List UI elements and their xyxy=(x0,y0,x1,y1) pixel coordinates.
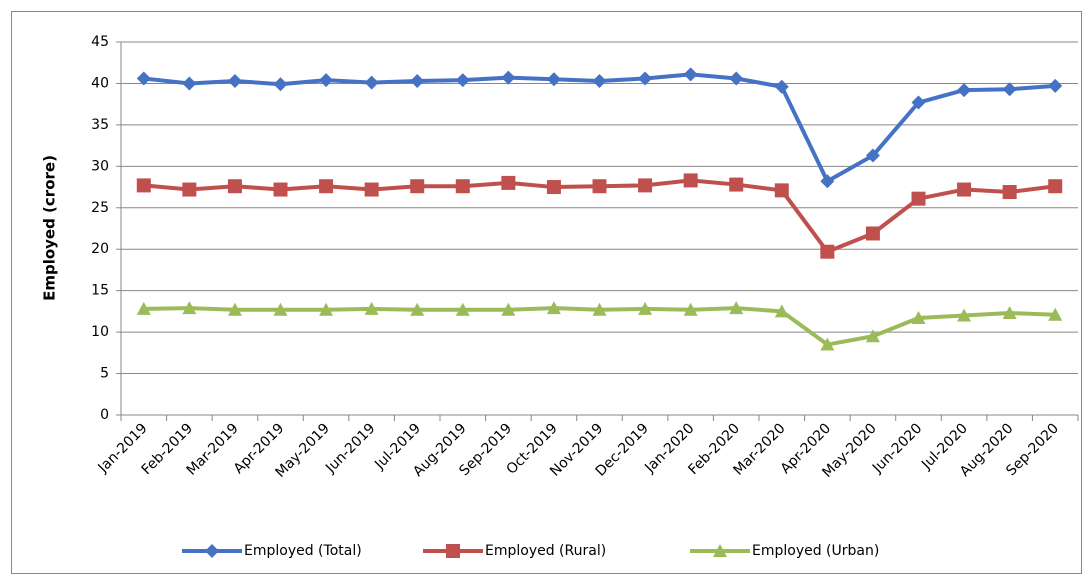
marker xyxy=(273,182,288,197)
marker xyxy=(638,71,653,86)
y-tick-label: 0 xyxy=(100,407,109,423)
marker xyxy=(319,302,334,316)
marker xyxy=(774,183,789,198)
marker xyxy=(865,226,880,241)
marker xyxy=(592,302,607,316)
marker xyxy=(364,75,379,90)
marker xyxy=(455,73,470,88)
marker xyxy=(865,329,880,343)
marker xyxy=(638,178,653,193)
marker xyxy=(865,148,880,163)
marker xyxy=(205,544,219,558)
marker xyxy=(182,76,197,91)
marker xyxy=(273,302,288,316)
marker xyxy=(911,95,926,110)
marker xyxy=(182,301,197,315)
legend-label: Employed (Urban) xyxy=(752,543,879,559)
marker xyxy=(410,302,425,316)
y-axis-title: Employed (crore) xyxy=(41,155,59,301)
marker xyxy=(729,301,744,315)
marker xyxy=(364,301,379,315)
y-tick-label: 45 xyxy=(91,34,109,50)
marker xyxy=(319,179,334,194)
marker xyxy=(638,301,653,315)
marker xyxy=(182,182,197,197)
marker xyxy=(957,83,972,98)
marker xyxy=(683,173,698,188)
marker xyxy=(729,177,744,192)
marker xyxy=(1048,179,1063,194)
marker xyxy=(546,301,561,315)
marker xyxy=(546,72,561,87)
marker xyxy=(227,73,242,88)
marker xyxy=(911,191,926,206)
marker xyxy=(1048,78,1063,93)
marker xyxy=(319,73,334,88)
marker xyxy=(1048,307,1063,321)
marker xyxy=(136,71,151,86)
y-tick-label: 20 xyxy=(91,241,109,257)
marker xyxy=(410,73,425,88)
marker xyxy=(1002,306,1017,320)
marker xyxy=(774,79,789,94)
marker xyxy=(1002,185,1017,200)
marker xyxy=(820,174,835,189)
y-tick-label: 5 xyxy=(100,366,109,382)
marker xyxy=(446,544,460,558)
marker xyxy=(136,301,151,315)
y-tick-label: 40 xyxy=(91,75,109,91)
marker xyxy=(911,311,926,325)
marker xyxy=(227,179,242,194)
marker xyxy=(592,73,607,88)
marker xyxy=(820,337,835,351)
marker xyxy=(364,182,379,197)
marker xyxy=(729,71,744,86)
marker xyxy=(546,180,561,195)
marker xyxy=(136,178,151,193)
marker xyxy=(273,77,288,92)
marker xyxy=(227,302,242,316)
marker xyxy=(820,244,835,259)
marker xyxy=(957,182,972,197)
marker xyxy=(501,70,516,85)
marker xyxy=(683,67,698,82)
marker xyxy=(455,179,470,194)
legend-label: Employed (Rural) xyxy=(485,543,606,559)
marker xyxy=(1002,82,1017,97)
marker xyxy=(713,544,727,557)
chart-border xyxy=(11,11,1082,574)
y-tick-label: 10 xyxy=(91,324,109,340)
marker xyxy=(501,302,516,316)
marker xyxy=(455,302,470,316)
y-tick-label: 35 xyxy=(91,117,109,133)
y-tick-label: 25 xyxy=(91,200,109,216)
marker xyxy=(774,304,789,318)
marker xyxy=(957,308,972,322)
y-tick-label: 30 xyxy=(91,158,109,174)
marker xyxy=(501,175,516,190)
marker xyxy=(410,179,425,194)
marker xyxy=(683,302,698,316)
y-tick-label: 15 xyxy=(91,283,109,299)
marker xyxy=(592,179,607,194)
legend-label: Employed (Total) xyxy=(244,543,362,559)
